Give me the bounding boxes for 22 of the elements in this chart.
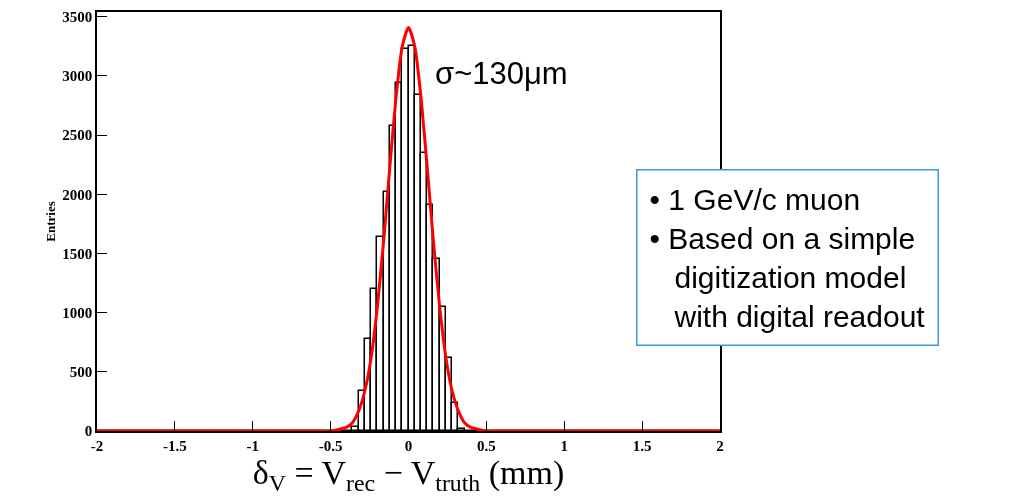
x-tick-label: 2 bbox=[716, 437, 724, 454]
annotation: • 1 GeV/c muon bbox=[649, 182, 861, 216]
y-tick-label: 3500 bbox=[62, 8, 93, 25]
x-tick-label: 1.5 bbox=[632, 437, 652, 454]
x-tick-label: -1.5 bbox=[163, 437, 187, 454]
x-tick-label: -1 bbox=[246, 437, 259, 454]
y-tick-label: 1500 bbox=[62, 245, 93, 262]
y-tick-label: 0 bbox=[84, 423, 93, 440]
x-tick-label: -0.5 bbox=[318, 437, 343, 454]
x-tick-label: -2 bbox=[90, 437, 104, 454]
y-tick-label: 3000 bbox=[62, 68, 93, 85]
y-tick-label: 2000 bbox=[62, 186, 93, 203]
x-tick-label: 0 bbox=[404, 437, 413, 454]
x-axis-title: δ$_{V}$ = V$_{rec}$ − V$_{truth}$ (mm) bbox=[252, 453, 565, 496]
y-tick-label: 1000 bbox=[62, 304, 93, 321]
x-tick-label: 0.5 bbox=[477, 437, 496, 454]
y-axis-title: Entries bbox=[42, 201, 58, 242]
x-tick-label: 1 bbox=[560, 437, 568, 454]
y-tick-label: 2500 bbox=[62, 127, 93, 144]
annotation: • Based on a simple digitization model with digital readout bbox=[649, 221, 926, 333]
annotation: σ~130μm bbox=[435, 56, 568, 91]
y-tick-label: 500 bbox=[69, 364, 93, 381]
